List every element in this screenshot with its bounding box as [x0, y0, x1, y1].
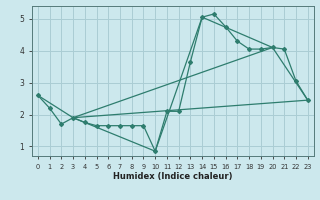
- X-axis label: Humidex (Indice chaleur): Humidex (Indice chaleur): [113, 172, 233, 181]
